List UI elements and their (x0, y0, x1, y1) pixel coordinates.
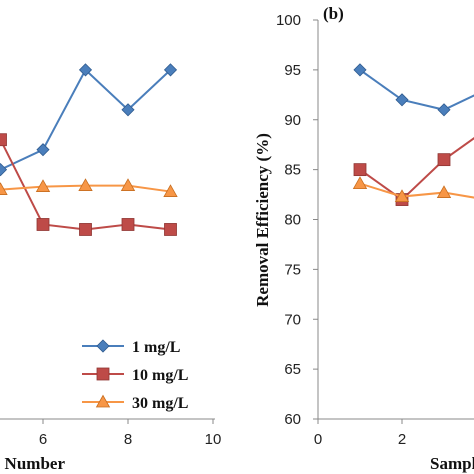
panel-a-x-tick-label: 8 (124, 431, 132, 448)
panel-b-y-tick-label: 100 (276, 12, 301, 29)
panel-b-series-1-point-2 (395, 93, 409, 107)
panel-b-series-2-line (359, 137, 474, 201)
panel-b-series-2-point-3 (437, 153, 451, 167)
panel-b-series-3-line (359, 182, 474, 199)
panel-b-series-1-point-3 (437, 103, 451, 117)
panel-a-series-3-point-2 (35, 179, 51, 192)
panel-a-x-tick-label: 10 (205, 431, 222, 448)
legend-label-2: 10 mg/L (132, 367, 188, 384)
panel-b-y-tick-label: 95 (284, 62, 301, 79)
legend-label-3: 30 mg/L (132, 395, 188, 412)
panel-a-x-tick-label: 6 (39, 431, 47, 448)
panel-b-label: (b) (323, 4, 344, 23)
panel-b-x-axis-title: Sample Number (430, 454, 474, 473)
panel-a-series-2-point-1 (0, 133, 7, 147)
panel-a-series-1-point-4 (121, 103, 135, 117)
panel-a-x-axis-title: Sample Number (0, 454, 65, 473)
panel-a-series-1-line (0, 68, 172, 171)
panel-b-x-tick-label: 2 (398, 431, 406, 448)
panel-b-series-3-point-2 (394, 189, 410, 202)
panel-a-series-1-point-3 (78, 63, 93, 77)
legend-label-1: 1 mg/L (132, 339, 180, 356)
legend-marker-1 (96, 339, 110, 353)
panel-a-series-1-point-2 (36, 143, 50, 157)
panel-b-series-3-point-3 (436, 185, 452, 198)
panel-b-x-tick-label: 0 (314, 431, 322, 448)
panel-a-series-3-point-3 (78, 178, 93, 191)
panel-a-series-3-point-5 (163, 184, 178, 197)
panel-a-series-3-point-4 (120, 178, 136, 191)
panel-a-series-2-point-3 (79, 223, 92, 236)
panel-b-y-axis-title: Removal Efficiency (%) (253, 133, 272, 307)
panel-a-series-2-point-4 (121, 218, 135, 231)
panel-a-series-1-point-5 (163, 63, 178, 77)
panel-b-y-tick-label: 90 (284, 112, 301, 129)
legend-marker-2 (96, 367, 110, 381)
panel-b-series-2-point-1 (353, 163, 367, 177)
panel-b-y-tick-label: 65 (284, 361, 301, 378)
panel-b-series-3-point-1 (352, 176, 368, 189)
panel-a-series-2-point-2 (36, 218, 50, 231)
panel-b-y-tick-label: 75 (284, 261, 301, 278)
panel-a-series-3-point-1 (0, 182, 8, 195)
panel-a-series-1-point-1 (0, 163, 8, 177)
panel-b-series-1-line (359, 69, 474, 111)
panel-b-y-tick-label: 70 (284, 311, 301, 328)
panel-b-y-tick-label: 60 (284, 411, 301, 428)
legend: 1 mg/L 10 mg/L 30 mg/L (82, 339, 188, 412)
legend-marker-3 (95, 394, 111, 408)
panel-b-series-1-point-1 (353, 63, 367, 77)
panel-b-y-tick-label: 85 (284, 162, 301, 179)
panel-a-series-2-point-5 (164, 223, 177, 236)
panel-b-y-tick-label: 80 (284, 212, 301, 229)
